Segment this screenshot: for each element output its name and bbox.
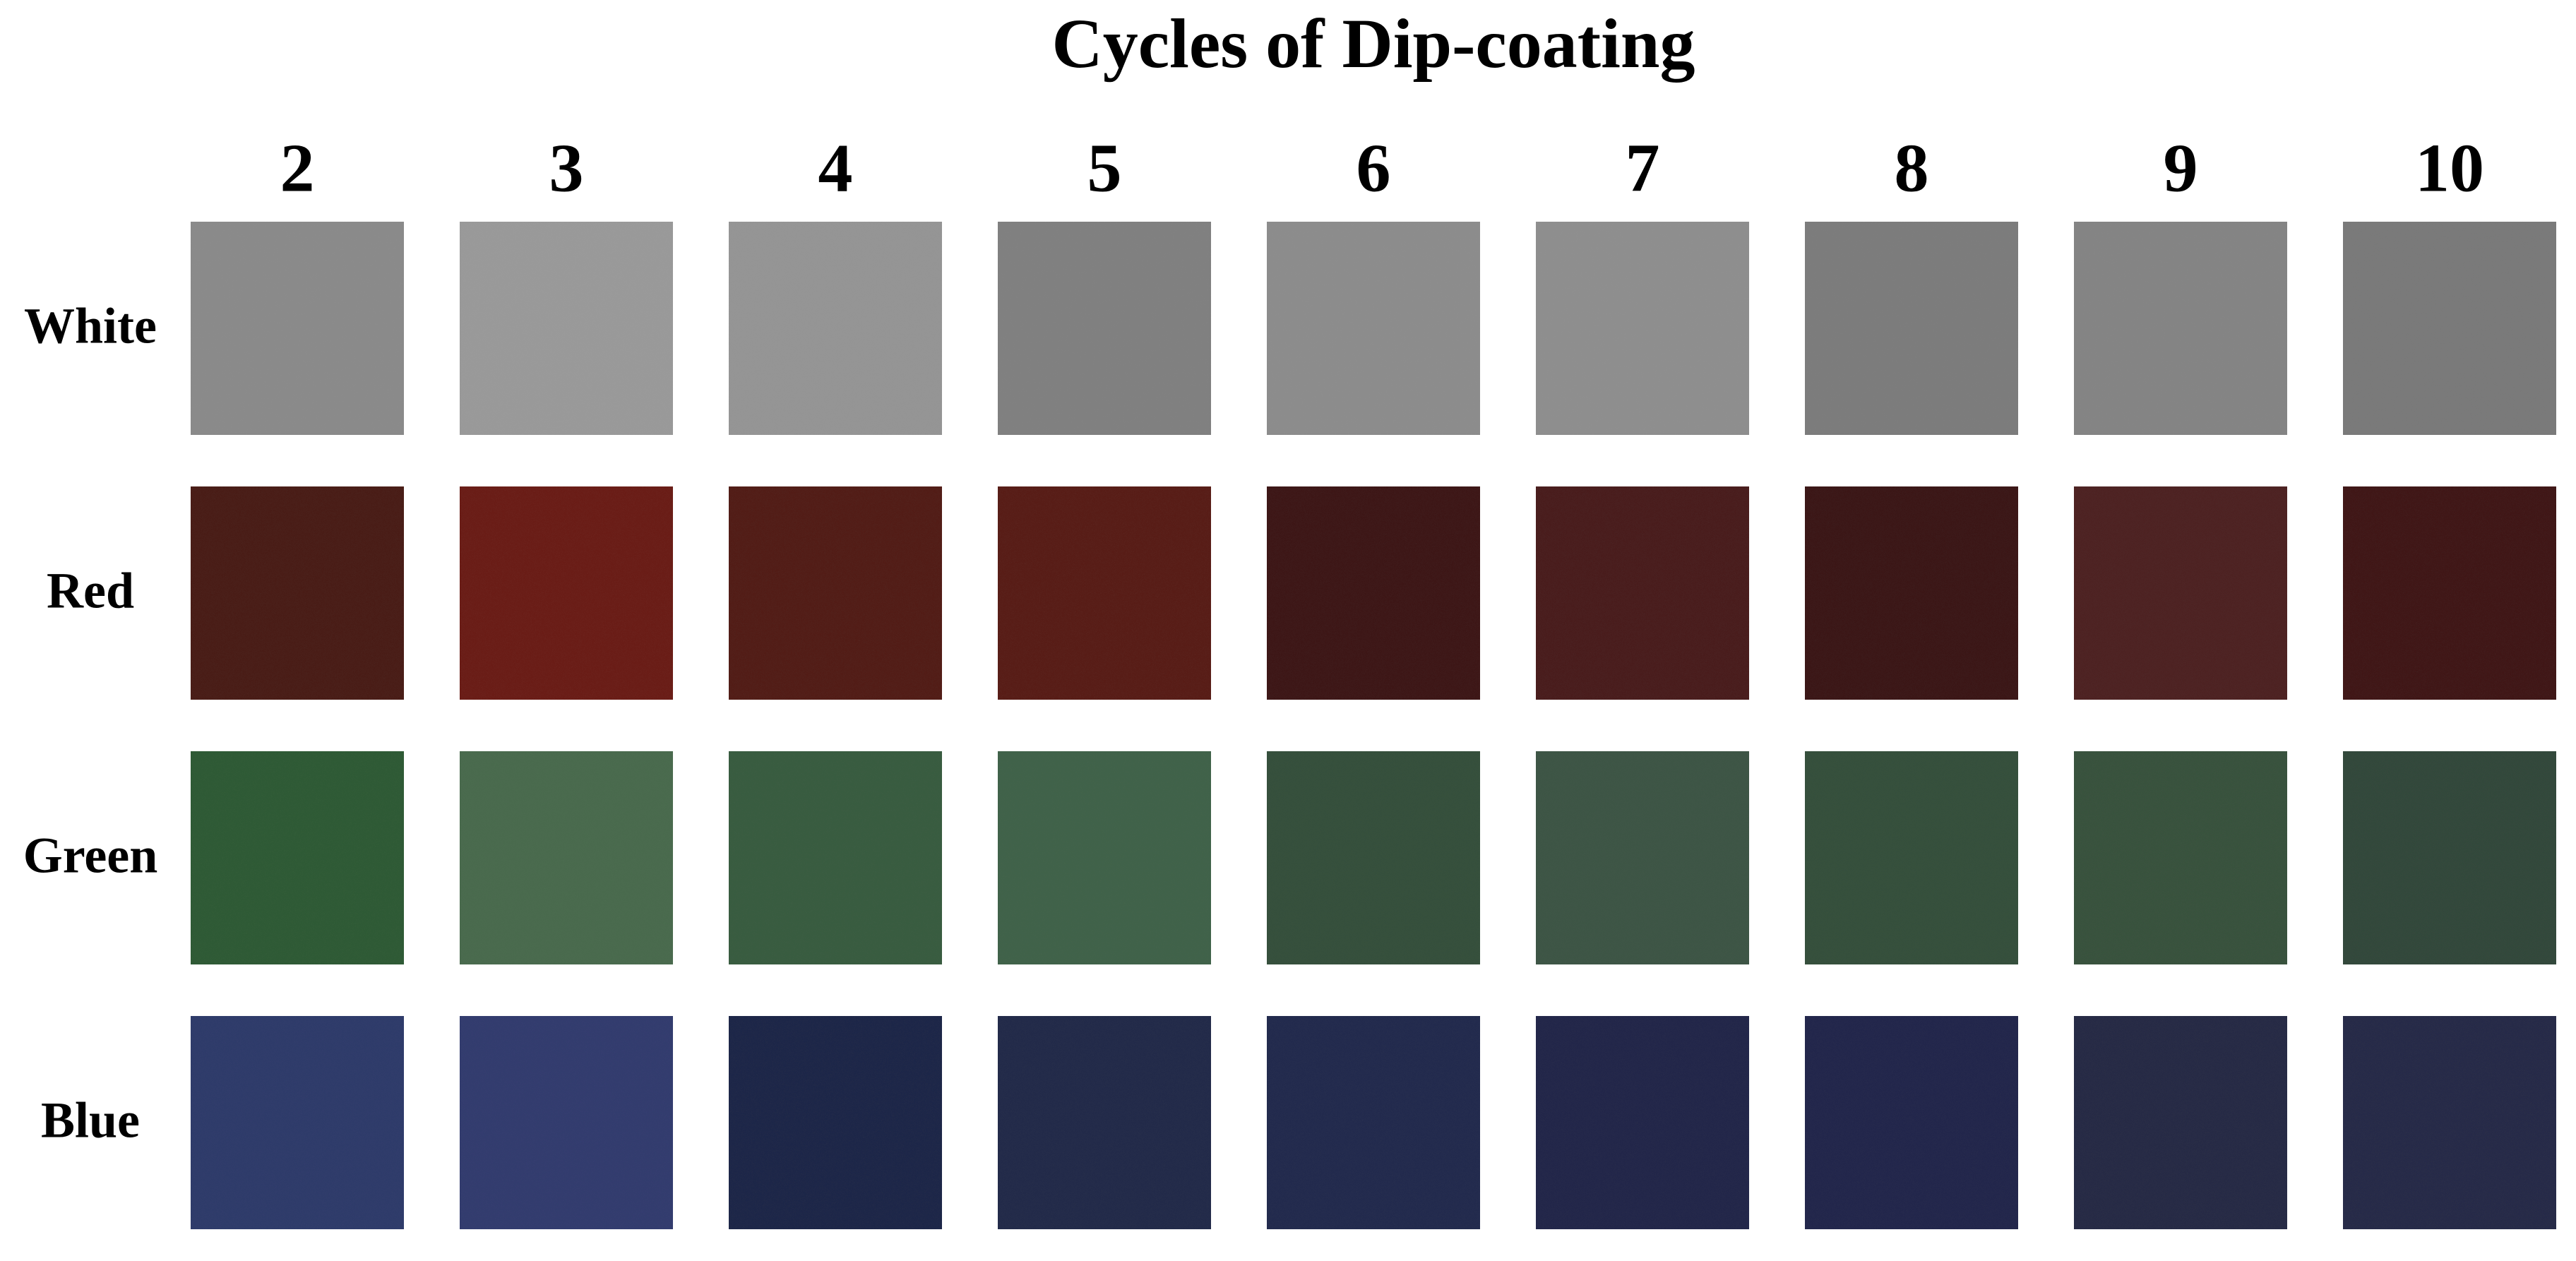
fabric-swatch: [460, 751, 673, 964]
figure-title: Cycles of Dip-coating: [1052, 4, 1695, 83]
fabric-swatch: [729, 222, 942, 435]
fabric-swatch: [998, 1016, 1211, 1229]
fabric-swatch: [998, 751, 1211, 964]
fabric-swatch: [2343, 222, 2556, 435]
fabric-swatch: [1536, 751, 1749, 964]
column-label: 6: [1356, 130, 1391, 206]
column-label: 10: [2415, 130, 2484, 206]
row-label: Red: [47, 563, 134, 619]
fabric-swatch: [2074, 486, 2287, 700]
fabric-swatch: [2343, 751, 2556, 964]
row-label: Blue: [41, 1092, 140, 1149]
fabric-swatch: [1805, 751, 2018, 964]
row-label: White: [24, 298, 157, 354]
fabric-swatch: [729, 751, 942, 964]
fabric-swatch: [191, 751, 404, 964]
column-label: 8: [1895, 130, 1929, 206]
column-label: 4: [818, 130, 853, 206]
fabric-swatch: [998, 222, 1211, 435]
fabric-swatch: [1536, 486, 1749, 700]
fabric-swatch: [729, 486, 942, 700]
fabric-swatch: [1267, 486, 1480, 700]
column-label: 2: [280, 130, 315, 206]
column-label: 3: [549, 130, 584, 206]
fabric-swatch: [2343, 1016, 2556, 1229]
fabric-swatch: [998, 486, 1211, 700]
fabric-swatch: [1805, 486, 2018, 700]
fabric-swatch: [2074, 1016, 2287, 1229]
fabric-swatch: [460, 486, 673, 700]
column-label: 9: [2164, 130, 2198, 206]
fabric-swatch: [1805, 222, 2018, 435]
column-label: 5: [1087, 130, 1122, 206]
column-label: 7: [1626, 130, 1660, 206]
fabric-swatch: [729, 1016, 942, 1229]
fabric-swatch: [1805, 1016, 2018, 1229]
fabric-swatch: [191, 222, 404, 435]
fabric-swatch: [1267, 1016, 1480, 1229]
fabric-swatch: [1267, 222, 1480, 435]
fabric-swatch: [2343, 486, 2556, 700]
fabric-swatch: [191, 1016, 404, 1229]
fabric-swatch: [2074, 751, 2287, 964]
fabric-swatch: [191, 486, 404, 700]
fabric-swatch: [1536, 1016, 1749, 1229]
fabric-swatch: [2074, 222, 2287, 435]
fabric-swatch: [1536, 222, 1749, 435]
fabric-swatch: [460, 222, 673, 435]
row-label: Green: [23, 827, 158, 884]
fabric-swatch: [1267, 751, 1480, 964]
fabric-swatch: [460, 1016, 673, 1229]
